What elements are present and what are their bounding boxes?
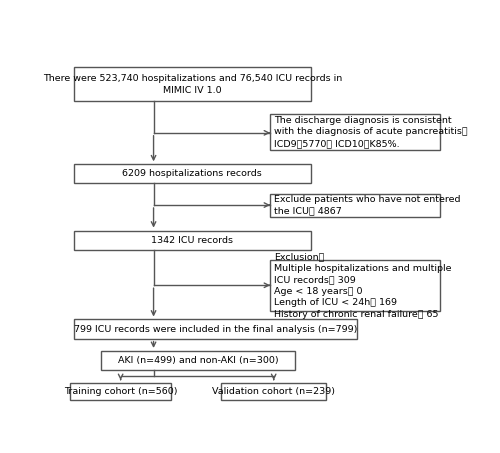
Text: Validation cohort (n=239): Validation cohort (n=239) xyxy=(212,387,335,396)
FancyBboxPatch shape xyxy=(270,114,440,150)
FancyBboxPatch shape xyxy=(74,231,310,250)
Text: 6209 hospitalizations records: 6209 hospitalizations records xyxy=(122,169,262,178)
Text: Exclusion：
Multiple hospitalizations and multiple
ICU records： 309
Age < 18 year: Exclusion： Multiple hospitalizations and… xyxy=(274,252,452,318)
FancyBboxPatch shape xyxy=(222,383,326,400)
FancyBboxPatch shape xyxy=(270,260,440,311)
Text: 1342 ICU records: 1342 ICU records xyxy=(152,236,234,245)
FancyBboxPatch shape xyxy=(74,319,357,339)
Text: AKI (n=499) and non-AKI (n=300): AKI (n=499) and non-AKI (n=300) xyxy=(118,356,278,365)
FancyBboxPatch shape xyxy=(101,351,295,370)
FancyBboxPatch shape xyxy=(74,164,310,183)
Text: Exclude patients who have not entered
the ICU： 4867: Exclude patients who have not entered th… xyxy=(274,195,461,216)
FancyBboxPatch shape xyxy=(70,383,171,400)
Text: Training cohort (n=560): Training cohort (n=560) xyxy=(64,387,178,396)
Text: The discharge diagnosis is consistent
with the diagnosis of acute pancreatitis：
: The discharge diagnosis is consistent wi… xyxy=(274,116,468,148)
FancyBboxPatch shape xyxy=(270,194,440,217)
Text: There were 523,740 hospitalizations and 76,540 ICU records in
MIMIC IV 1.0: There were 523,740 hospitalizations and … xyxy=(42,74,342,95)
Text: 799 ICU records were included in the final analysis (n=799): 799 ICU records were included in the fin… xyxy=(74,324,357,333)
FancyBboxPatch shape xyxy=(74,67,310,101)
